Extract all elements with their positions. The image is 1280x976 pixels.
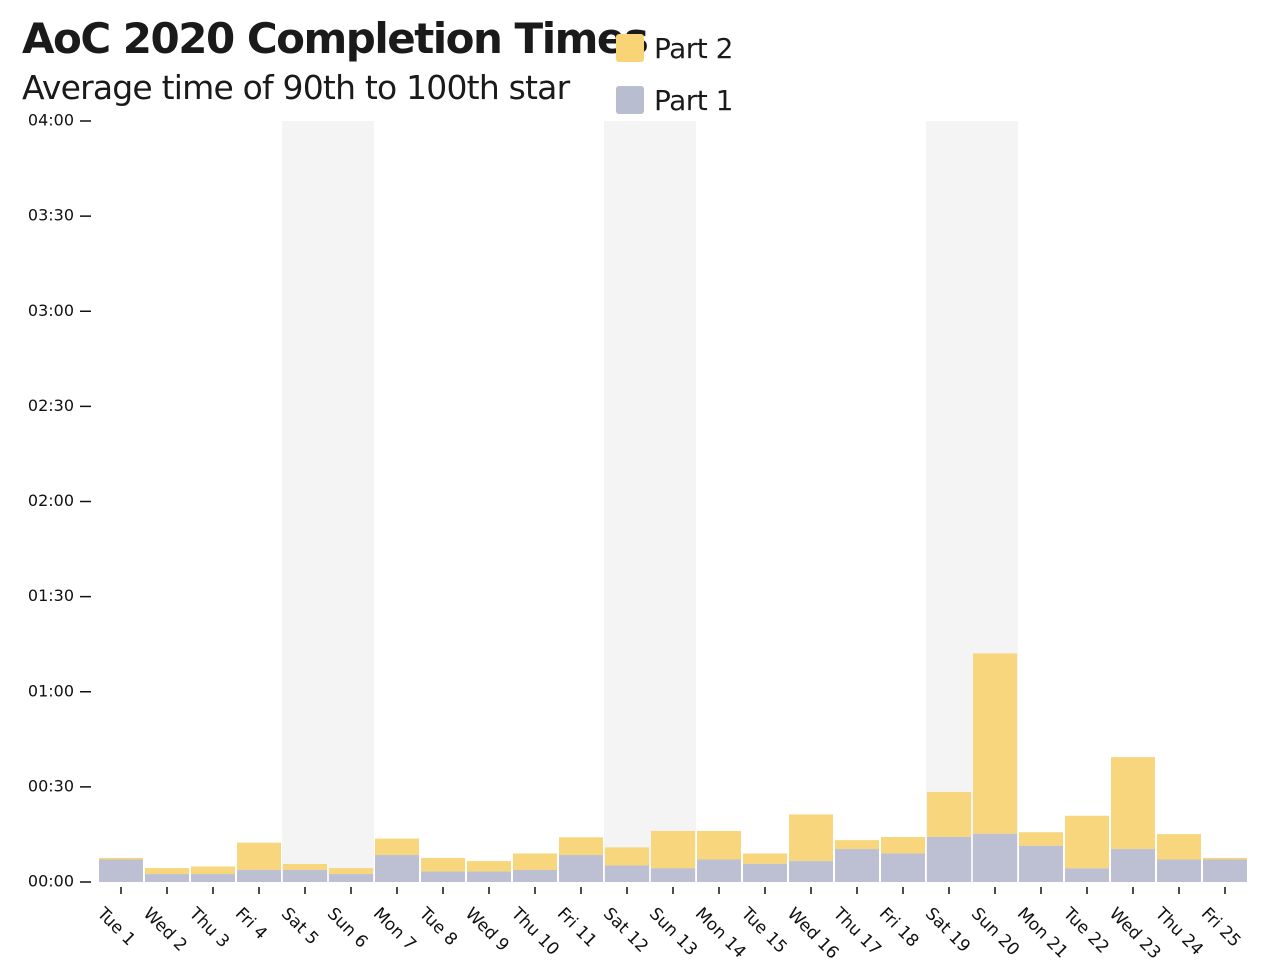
bar-part1-mon-14 [697,859,741,882]
x-tick-label-tue-1: Tue 1 [92,903,139,950]
x-tick-label-sun-6: Sun 6 [323,904,371,952]
bar-part2-thu-3 [191,866,235,875]
bar-part2-mon-14 [697,830,741,860]
y-tick-label-5: 02:30 [28,396,74,415]
bar-part2-sat-5 [283,863,327,870]
bar-part2-fri-4 [237,842,281,870]
bar-part1-fri-18 [881,853,925,882]
chart-title: AoC 2020 Completion Times [22,14,649,63]
x-tick-label-mon-21: Mon 21 [1013,904,1072,963]
bar-part2-thu-17 [835,840,879,850]
bar-part1-thu-10 [513,869,557,882]
bar-part1-tue-8 [421,871,465,882]
bar-part2-fri-11 [559,837,603,856]
x-tick-label-wed-2: Wed 2 [139,904,191,956]
bar-part2-wed-23 [1111,757,1155,850]
x-tick-label-thu-3: Thu 3 [184,903,233,952]
bar-part2-mon-21 [1019,832,1063,846]
y-tick-label-4: 02:00 [28,491,74,510]
bar-part1-wed-2 [145,874,189,882]
y-tick-label-8: 04:00 [28,111,74,130]
bar-part2-wed-2 [145,868,189,875]
bar-part1-mon-7 [375,855,419,882]
x-tick-label-thu-10: Thu 10 [506,903,563,960]
bar-part1-tue-15 [743,863,787,882]
y-tick-label-0: 00:00 [28,872,74,891]
bar-part2-sat-12 [605,847,649,866]
bar-part1-wed-9 [467,871,511,882]
bar-part2-sun-6 [329,868,373,875]
weekend-band-sat-12 [604,121,650,882]
x-tick-label-sun-13: Sun 13 [645,904,701,960]
y-tick-label-1: 00:30 [28,776,74,795]
y-tick-label-6: 03:00 [28,301,74,320]
bar-part1-fri-25 [1203,859,1247,882]
bar-part2-tue-8 [421,857,465,872]
weekend-band-sun-13 [650,121,696,882]
y-tick-label-7: 03:30 [28,206,74,225]
bar-part1-thu-17 [835,849,879,882]
bar-part2-thu-24 [1157,834,1201,860]
legend: Part 2 Part 1 [616,22,734,126]
x-tick-label-sun-20: Sun 20 [967,904,1023,960]
bar-part2-tue-15 [743,853,787,864]
bar-part1-fri-4 [237,869,281,882]
x-tick-label-wed-9: Wed 9 [461,904,513,956]
bar-part1-sat-19 [927,836,971,882]
bar-part1-thu-24 [1157,859,1201,882]
weekend-band-sat-19 [926,121,972,882]
bar-part2-wed-9 [467,861,511,872]
x-tick-label-mon-14: Mon 14 [691,904,750,963]
legend-swatch-part-1 [616,86,644,114]
bar-part1-fri-11 [559,855,603,882]
bar-part1-thu-3 [191,874,235,882]
bar-part2-fri-18 [881,836,925,854]
bar-part1-sat-12 [605,865,649,882]
bar-part2-tue-1 [99,857,143,860]
bar-part1-wed-23 [1111,849,1155,882]
x-tick-label-fri-4: Fri 4 [231,904,271,944]
bar-part2-thu-10 [513,853,557,870]
bar-part2-mon-7 [375,838,419,856]
y-tick-label-2: 01:00 [28,681,74,700]
legend-swatch-part-2 [616,34,644,62]
legend-label-part-1: Part 1 [654,83,734,117]
bar-part2-sun-13 [651,830,695,869]
weekend-band-sun-6 [328,121,374,882]
bar-part2-fri-25 [1203,857,1247,860]
bar-part2-sun-20 [973,653,1017,834]
weekend-band-sat-5 [282,121,328,882]
y-tick-label-3: 01:30 [28,586,74,605]
x-tick-label-mon-7: Mon 7 [369,904,420,955]
x-tick-label-sat-5: Sat 5 [277,904,322,949]
bar-part2-sat-19 [927,791,971,837]
bar-part1-sat-5 [283,869,327,882]
chart-subtitle: Average time of 90th to 100th star [22,68,570,107]
bar-part2-tue-22 [1065,815,1109,869]
x-tick-label-sat-19: Sat 19 [921,904,974,957]
bar-part2-wed-16 [789,814,833,862]
bar-part1-sun-6 [329,874,373,882]
bar-part1-sun-13 [651,868,695,882]
bar-part1-wed-16 [789,861,833,882]
bar-part1-mon-21 [1019,845,1063,882]
legend-label-part-2: Part 2 [654,31,734,65]
x-tick-label-tue-8: Tue 8 [414,903,461,950]
bar-part1-tue-1 [99,859,143,882]
legend-item-part-2: Part 2 [616,22,734,74]
bar-part1-tue-22 [1065,868,1109,882]
x-tick-label-sat-12: Sat 12 [599,904,652,957]
bar-part1-sun-20 [973,833,1017,882]
legend-item-part-1: Part 1 [616,74,734,126]
